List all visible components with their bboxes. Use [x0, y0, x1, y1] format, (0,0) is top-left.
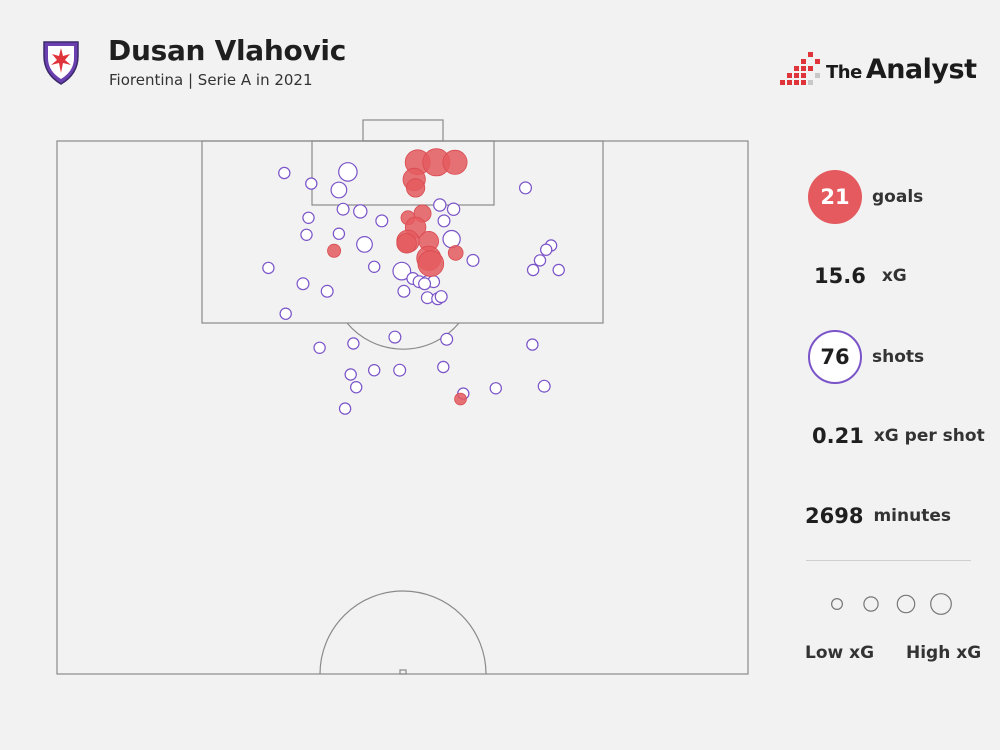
shot-marker: [397, 284, 411, 298]
shots-badge: 76: [808, 330, 862, 384]
shot-marker: [368, 260, 381, 273]
centre-circle-arc: [319, 590, 487, 675]
xg-per-shot-value: 0.21: [812, 424, 864, 448]
goal-marker: [405, 178, 426, 198]
shot-marker: [540, 243, 553, 256]
shot-marker: [278, 166, 291, 180]
shot-marker: [356, 235, 373, 253]
shot-marker: [332, 227, 346, 240]
fiorentina-crest-icon: [43, 41, 79, 85]
shot-marker: [466, 253, 480, 267]
shot-marker: [320, 284, 334, 298]
shot-marker: [392, 261, 412, 281]
pitch-markings: [56, 119, 749, 675]
shot-marker: [262, 261, 275, 275]
legend-size-circle: [831, 598, 844, 611]
goal-marker: [396, 233, 417, 254]
shot-marker: [338, 162, 358, 182]
goal: [362, 119, 444, 142]
minutes-label: minutes: [873, 506, 951, 526]
shot-marker: [336, 202, 350, 216]
shot-marker: [418, 277, 432, 291]
shots-value: 76: [820, 345, 850, 369]
shot-marker: [313, 341, 326, 354]
xg-label: xG: [881, 266, 907, 286]
shot-marker: [353, 204, 368, 219]
shot-marker: [344, 368, 357, 381]
legend-size-circle: [930, 593, 952, 615]
shot-marker: [526, 338, 539, 351]
goal-marker: [447, 245, 464, 261]
legend-high-label: High xG: [906, 643, 982, 663]
legend-divider: [806, 560, 971, 561]
xg-value: 15.6: [814, 264, 866, 288]
stat-xg: 15.6 xG: [814, 264, 907, 288]
goal-marker: [327, 243, 342, 258]
shot-marker: [433, 198, 447, 212]
shot-marker: [552, 263, 565, 277]
stat-minutes: 2698 minutes: [805, 504, 951, 528]
shot-marker: [296, 277, 310, 291]
shot-marker: [437, 360, 450, 374]
shot-marker: [526, 263, 540, 277]
team-season-subtitle: Fiorentina | Serie A in 2021: [109, 71, 313, 89]
shot-marker: [442, 229, 461, 249]
shots-layer: [262, 162, 565, 415]
centre-spot: [399, 669, 407, 675]
shot-marker: [393, 363, 407, 377]
brand-prefix: The: [826, 62, 862, 83]
shot-marker: [302, 211, 315, 224]
xg-per-shot-label: xG per shot: [873, 426, 985, 446]
stat-shots: 76 shots: [808, 330, 924, 384]
xg-size-legend: [831, 593, 952, 615]
the-analyst-logo-icon: [780, 52, 820, 85]
shot-marker: [368, 364, 381, 377]
goal-marker: [454, 392, 467, 406]
brand-name: The Analyst: [826, 54, 977, 85]
goals-value: 21: [820, 185, 850, 209]
shot-marker: [518, 181, 532, 195]
shot-marker: [338, 402, 352, 415]
shot-marker: [330, 181, 348, 199]
stat-goals: 21 goals: [808, 170, 923, 224]
legend-size-circle: [863, 596, 879, 612]
stat-xg-per-shot: 0.21 xG per shot: [812, 424, 985, 448]
goals-badge: 21: [808, 170, 862, 224]
shot-marker: [489, 382, 502, 395]
shot-marker: [446, 202, 461, 216]
legend-size-circle: [896, 594, 916, 614]
goal-marker: [417, 250, 445, 277]
shot-marker: [305, 177, 318, 190]
shot-marker: [533, 254, 547, 267]
shot-marker: [375, 214, 389, 228]
brand-main: Analyst: [865, 54, 977, 85]
shot-marker: [437, 214, 451, 228]
player-name: Dusan Vlahovic: [108, 34, 346, 67]
shot-marker: [347, 337, 360, 350]
shots-label: shots: [872, 347, 925, 367]
shot-marker: [300, 228, 313, 241]
minutes-value: 2698: [805, 504, 864, 528]
goals-label: goals: [872, 187, 924, 207]
shot-marker: [434, 290, 448, 304]
shot-marker: [537, 379, 551, 393]
shot-marker: [440, 332, 454, 346]
shot-marker: [279, 307, 292, 320]
goal-marker: [442, 149, 468, 175]
legend-low-label: Low xG: [805, 643, 875, 663]
shot-marker: [388, 330, 402, 344]
shot-marker: [350, 381, 363, 394]
goals-layer: [327, 148, 468, 406]
